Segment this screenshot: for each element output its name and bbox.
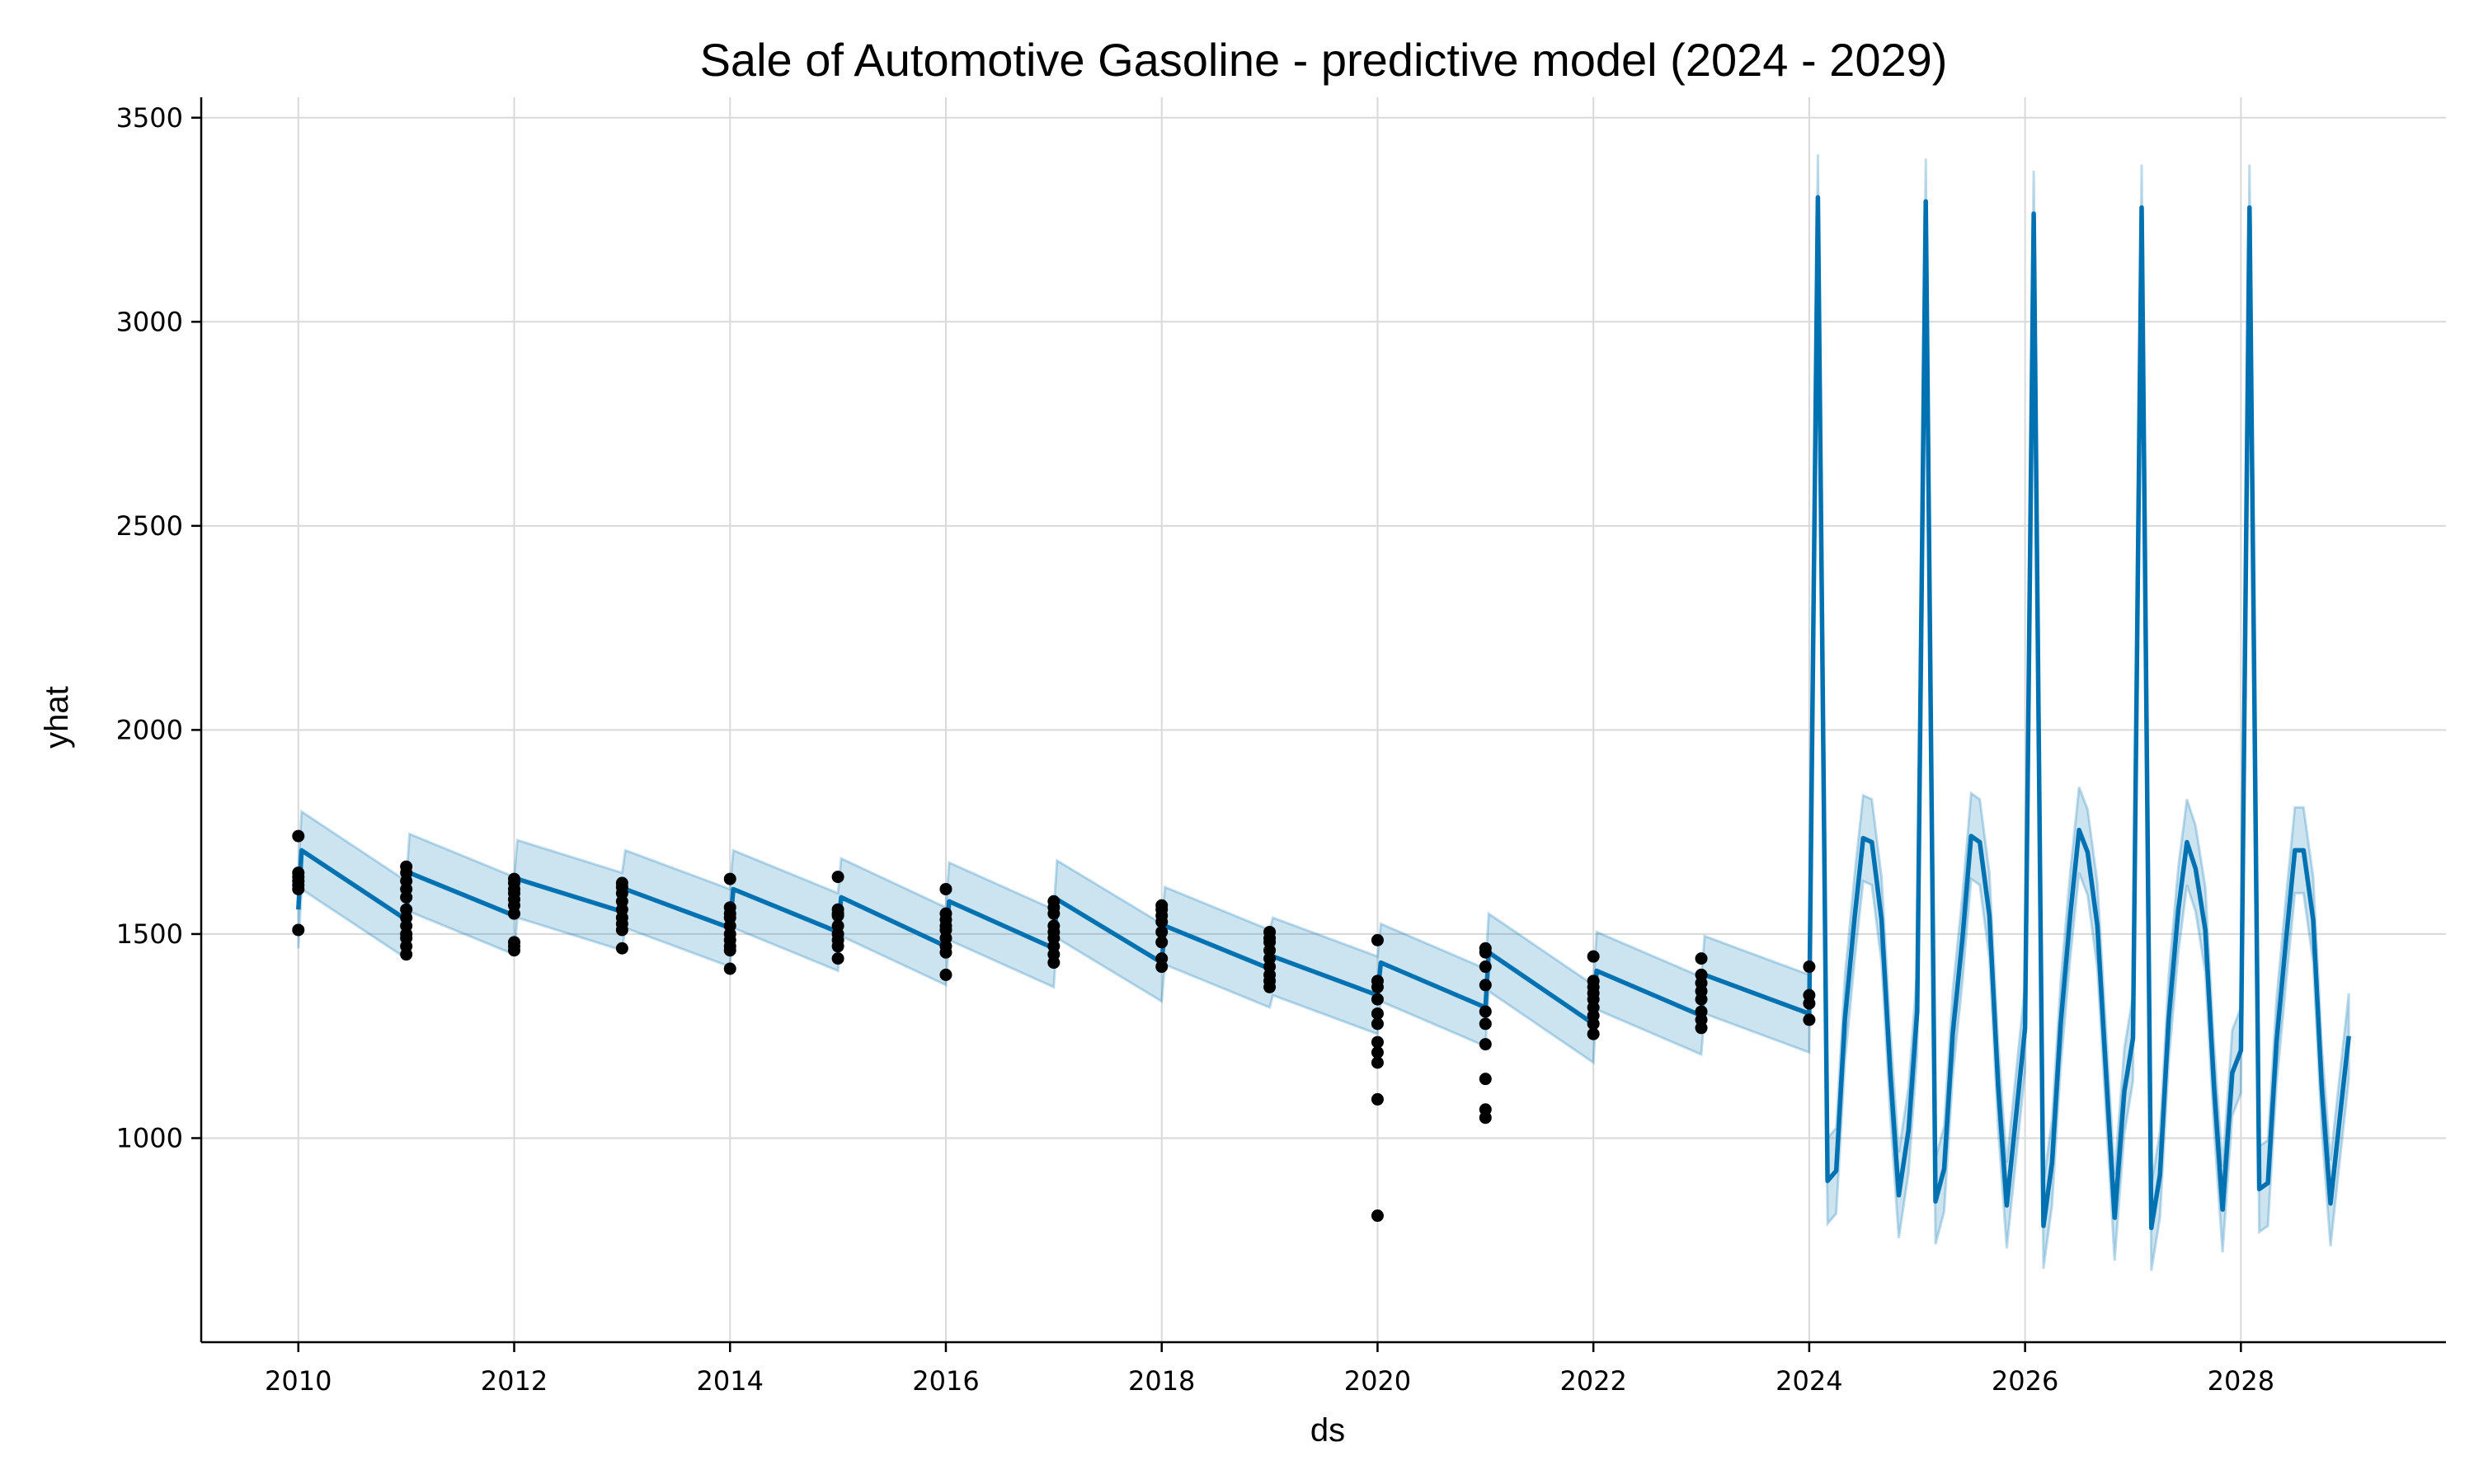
y-axis-label: yhat [39,686,75,749]
observed-point [400,890,413,904]
observed-point [400,948,413,961]
observed-point [1479,946,1492,959]
x-axis-label: ds [1310,1412,1345,1449]
x-tick-label: 2028 [2208,1365,2274,1397]
y-tick-label: 2500 [116,510,183,542]
observed-point [831,940,844,953]
axes [200,97,2446,1344]
observed-point [1695,1021,1708,1035]
x-tick-label: 2026 [1992,1365,2058,1397]
observed-point [615,942,628,955]
chart-title: Sale of Automotive Gasoline - predictive… [700,34,1948,86]
observed-point [723,872,736,885]
observed-point [1371,1056,1384,1069]
y-axis-ticks: 1000 1500 2000 2500 3000 3500 [116,102,201,1153]
x-tick-label: 2010 [265,1365,332,1397]
observed-point [1587,950,1600,963]
observed-point [1371,1209,1384,1223]
y-tick-label: 3000 [116,306,183,337]
observed-point [1479,960,1492,974]
observed-point [723,962,736,975]
observed-point [939,968,952,981]
observed-point [1695,993,1708,1006]
observed-point [1155,936,1169,949]
observed-point [1047,907,1061,920]
observed-point [508,907,521,920]
x-tick-label: 2020 [1344,1365,1411,1397]
observed-point [831,871,844,884]
observed-point [1587,1017,1600,1031]
observed-point [615,923,628,937]
observed-point [292,923,305,937]
y-tick-label: 2000 [116,714,183,745]
observed-point [1479,1111,1492,1125]
observed-point [1371,1092,1384,1106]
grid-lines [201,97,2446,1342]
observed-point [1479,1038,1492,1051]
observed-point [1371,993,1384,1006]
observed-point [1371,980,1384,993]
observed-point [1479,1017,1492,1031]
observed-point [723,944,736,957]
observed-point [1695,952,1708,965]
observed-point [1155,960,1169,974]
observed-point [1047,956,1061,970]
observed-point [1371,1007,1384,1020]
x-tick-label: 2022 [1559,1365,1626,1397]
y-tick-label: 1500 [116,918,183,950]
forecast-line [296,195,2351,1231]
x-tick-label: 2018 [1128,1365,1195,1397]
x-axis-ticks: 2010 2012 2014 2016 2018 2020 2022 2024 2026 2028 [265,1342,2274,1397]
observed-point [939,946,952,959]
observed-point [1155,915,1169,928]
x-tick-label: 2014 [697,1365,764,1397]
observed-point [1371,1017,1384,1031]
observed-point [1587,1027,1600,1040]
observed-point [1803,997,1816,1010]
observed-point [1479,1073,1492,1086]
y-tick-label: 3500 [116,102,183,134]
x-tick-label: 2024 [1776,1365,1842,1397]
observed-point [508,944,521,957]
x-tick-label: 2012 [481,1365,548,1397]
observed-point [292,829,305,843]
observed-point [1803,960,1816,974]
observed-point [831,952,844,965]
observed-point [1371,933,1384,946]
observed-points [292,829,1816,1223]
observed-point [1155,925,1169,938]
observed-point [1263,980,1277,993]
observed-point [1371,1036,1384,1049]
observed-point [292,882,305,895]
observed-point [1479,979,1492,992]
observed-point [1479,1005,1492,1018]
observed-point [1803,1013,1816,1026]
y-tick-label: 1000 [116,1122,183,1153]
x-tick-label: 2016 [912,1365,979,1397]
observed-point [939,882,952,895]
observed-point [831,909,844,923]
observed-point [1371,1045,1384,1059]
